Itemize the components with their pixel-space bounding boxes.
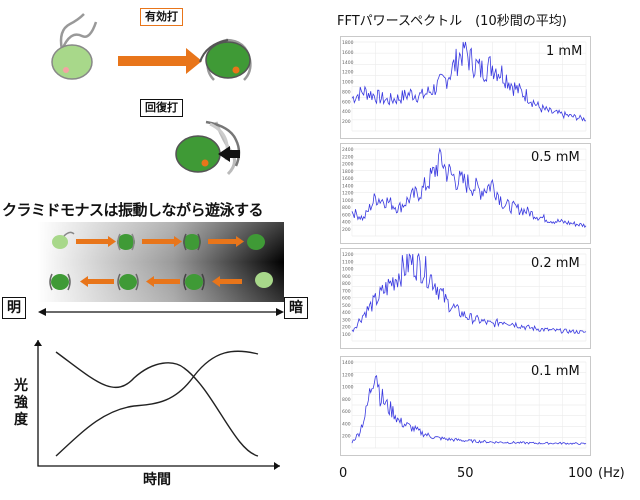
spectrum-line	[351, 375, 587, 445]
y-tick-label: 1200	[342, 191, 354, 197]
y-tick-label: 1200	[342, 372, 354, 378]
y-tick-label: 2200	[342, 154, 354, 160]
y-tick-label: 600	[342, 409, 351, 415]
y-tick-label: 600	[342, 212, 351, 218]
y-tick-label: 1600	[342, 176, 354, 182]
y-tick-label: 800	[342, 89, 351, 95]
spectrum-line	[351, 147, 587, 228]
y-tick-label: 1000	[342, 385, 354, 391]
y-tick-label: 1800	[342, 40, 354, 46]
y-axis-label: 光強度	[14, 378, 28, 428]
y-tick-label: 1000	[342, 267, 354, 273]
x-tick-100: 100	[568, 466, 593, 481]
y-tick-label: 1200	[342, 70, 354, 76]
y-tick-label: 500	[342, 303, 351, 309]
spectrum-3: 1400 1200 1000 800 600 400 200	[342, 360, 587, 449]
spectrum-line	[351, 41, 586, 122]
y-tick-label: 200	[342, 227, 351, 233]
y-tick-label: 300	[342, 317, 351, 323]
spectrum-line	[351, 252, 587, 334]
y-tick-label: 700	[342, 288, 351, 294]
stroke-diagram	[51, 13, 252, 176]
x-axis-label: 時間	[143, 472, 171, 488]
swim-row-bottom	[49, 272, 273, 291]
x-tick-50: 50	[457, 466, 474, 481]
conc-label-0.1mM: 0.1 mM	[531, 364, 580, 379]
x-tick-0: 0	[339, 466, 348, 481]
light-label: 明	[2, 297, 26, 319]
y-tick-label: 1000	[342, 80, 354, 86]
y-tick-label: 800	[342, 281, 351, 287]
y-tick-label: 400	[342, 421, 351, 427]
y-tick-label: 1400	[342, 60, 354, 66]
y-tick-label: 900	[342, 274, 351, 280]
conc-label-1mM: 1 mM	[546, 44, 583, 59]
cell-recovery-stroke	[175, 120, 241, 176]
recovery-stroke-label: 回復打	[140, 99, 183, 117]
y-tick-label: 100	[342, 332, 351, 338]
y-tick-label: 1000	[342, 198, 354, 204]
y-tick-label: 800	[342, 397, 351, 403]
light-intensity-graph	[34, 340, 280, 470]
fft-title: FFTパワースペクトル (10秒間の平均)	[337, 14, 567, 29]
conc-label-0.2mM: 0.2 mM	[531, 256, 580, 271]
light-dark-double-arrow	[38, 308, 284, 316]
y-tick-label: 1200	[342, 252, 354, 258]
y-tick-label: 600	[342, 99, 351, 105]
spectrum-0: 1800 1600 1400 1200 1000 800 600 400 200	[342, 40, 587, 132]
y-tick-label: 800	[342, 205, 351, 211]
y-tick-label: 400	[342, 220, 351, 226]
y-tick-label: 200	[342, 325, 351, 331]
dark-label: 暗	[284, 297, 308, 319]
y-tick-label: 200	[342, 119, 351, 125]
phototaxis-strip	[38, 222, 284, 302]
y-tick-label: 1400	[342, 360, 354, 366]
y-tick-label: 2400	[342, 147, 354, 153]
y-tick-label: 1100	[342, 259, 354, 265]
cell-before-effective-stroke	[51, 13, 98, 80]
swim-row-top	[52, 231, 265, 251]
x-unit-label: (Hz)	[598, 466, 625, 481]
y-tick-label: 400	[342, 109, 351, 115]
y-tick-label: 2000	[342, 162, 354, 168]
y-tick-label: 200	[342, 434, 351, 440]
cell-after-effective-stroke	[199, 38, 252, 81]
y-tick-label: 400	[342, 310, 351, 316]
y-tick-label: 600	[342, 296, 351, 302]
effective-stroke-arrow	[118, 48, 202, 74]
swim-heading: クラミドモナスは振動しながら遊泳する	[2, 201, 264, 219]
effective-stroke-label: 有効打	[140, 8, 183, 26]
y-tick-label: 1400	[342, 183, 354, 189]
y-tick-label: 1600	[342, 50, 354, 56]
conc-label-0.5mM: 0.5 mM	[531, 150, 580, 165]
recovery-arrow-icon	[218, 146, 240, 162]
y-tick-label: 1800	[342, 169, 354, 175]
